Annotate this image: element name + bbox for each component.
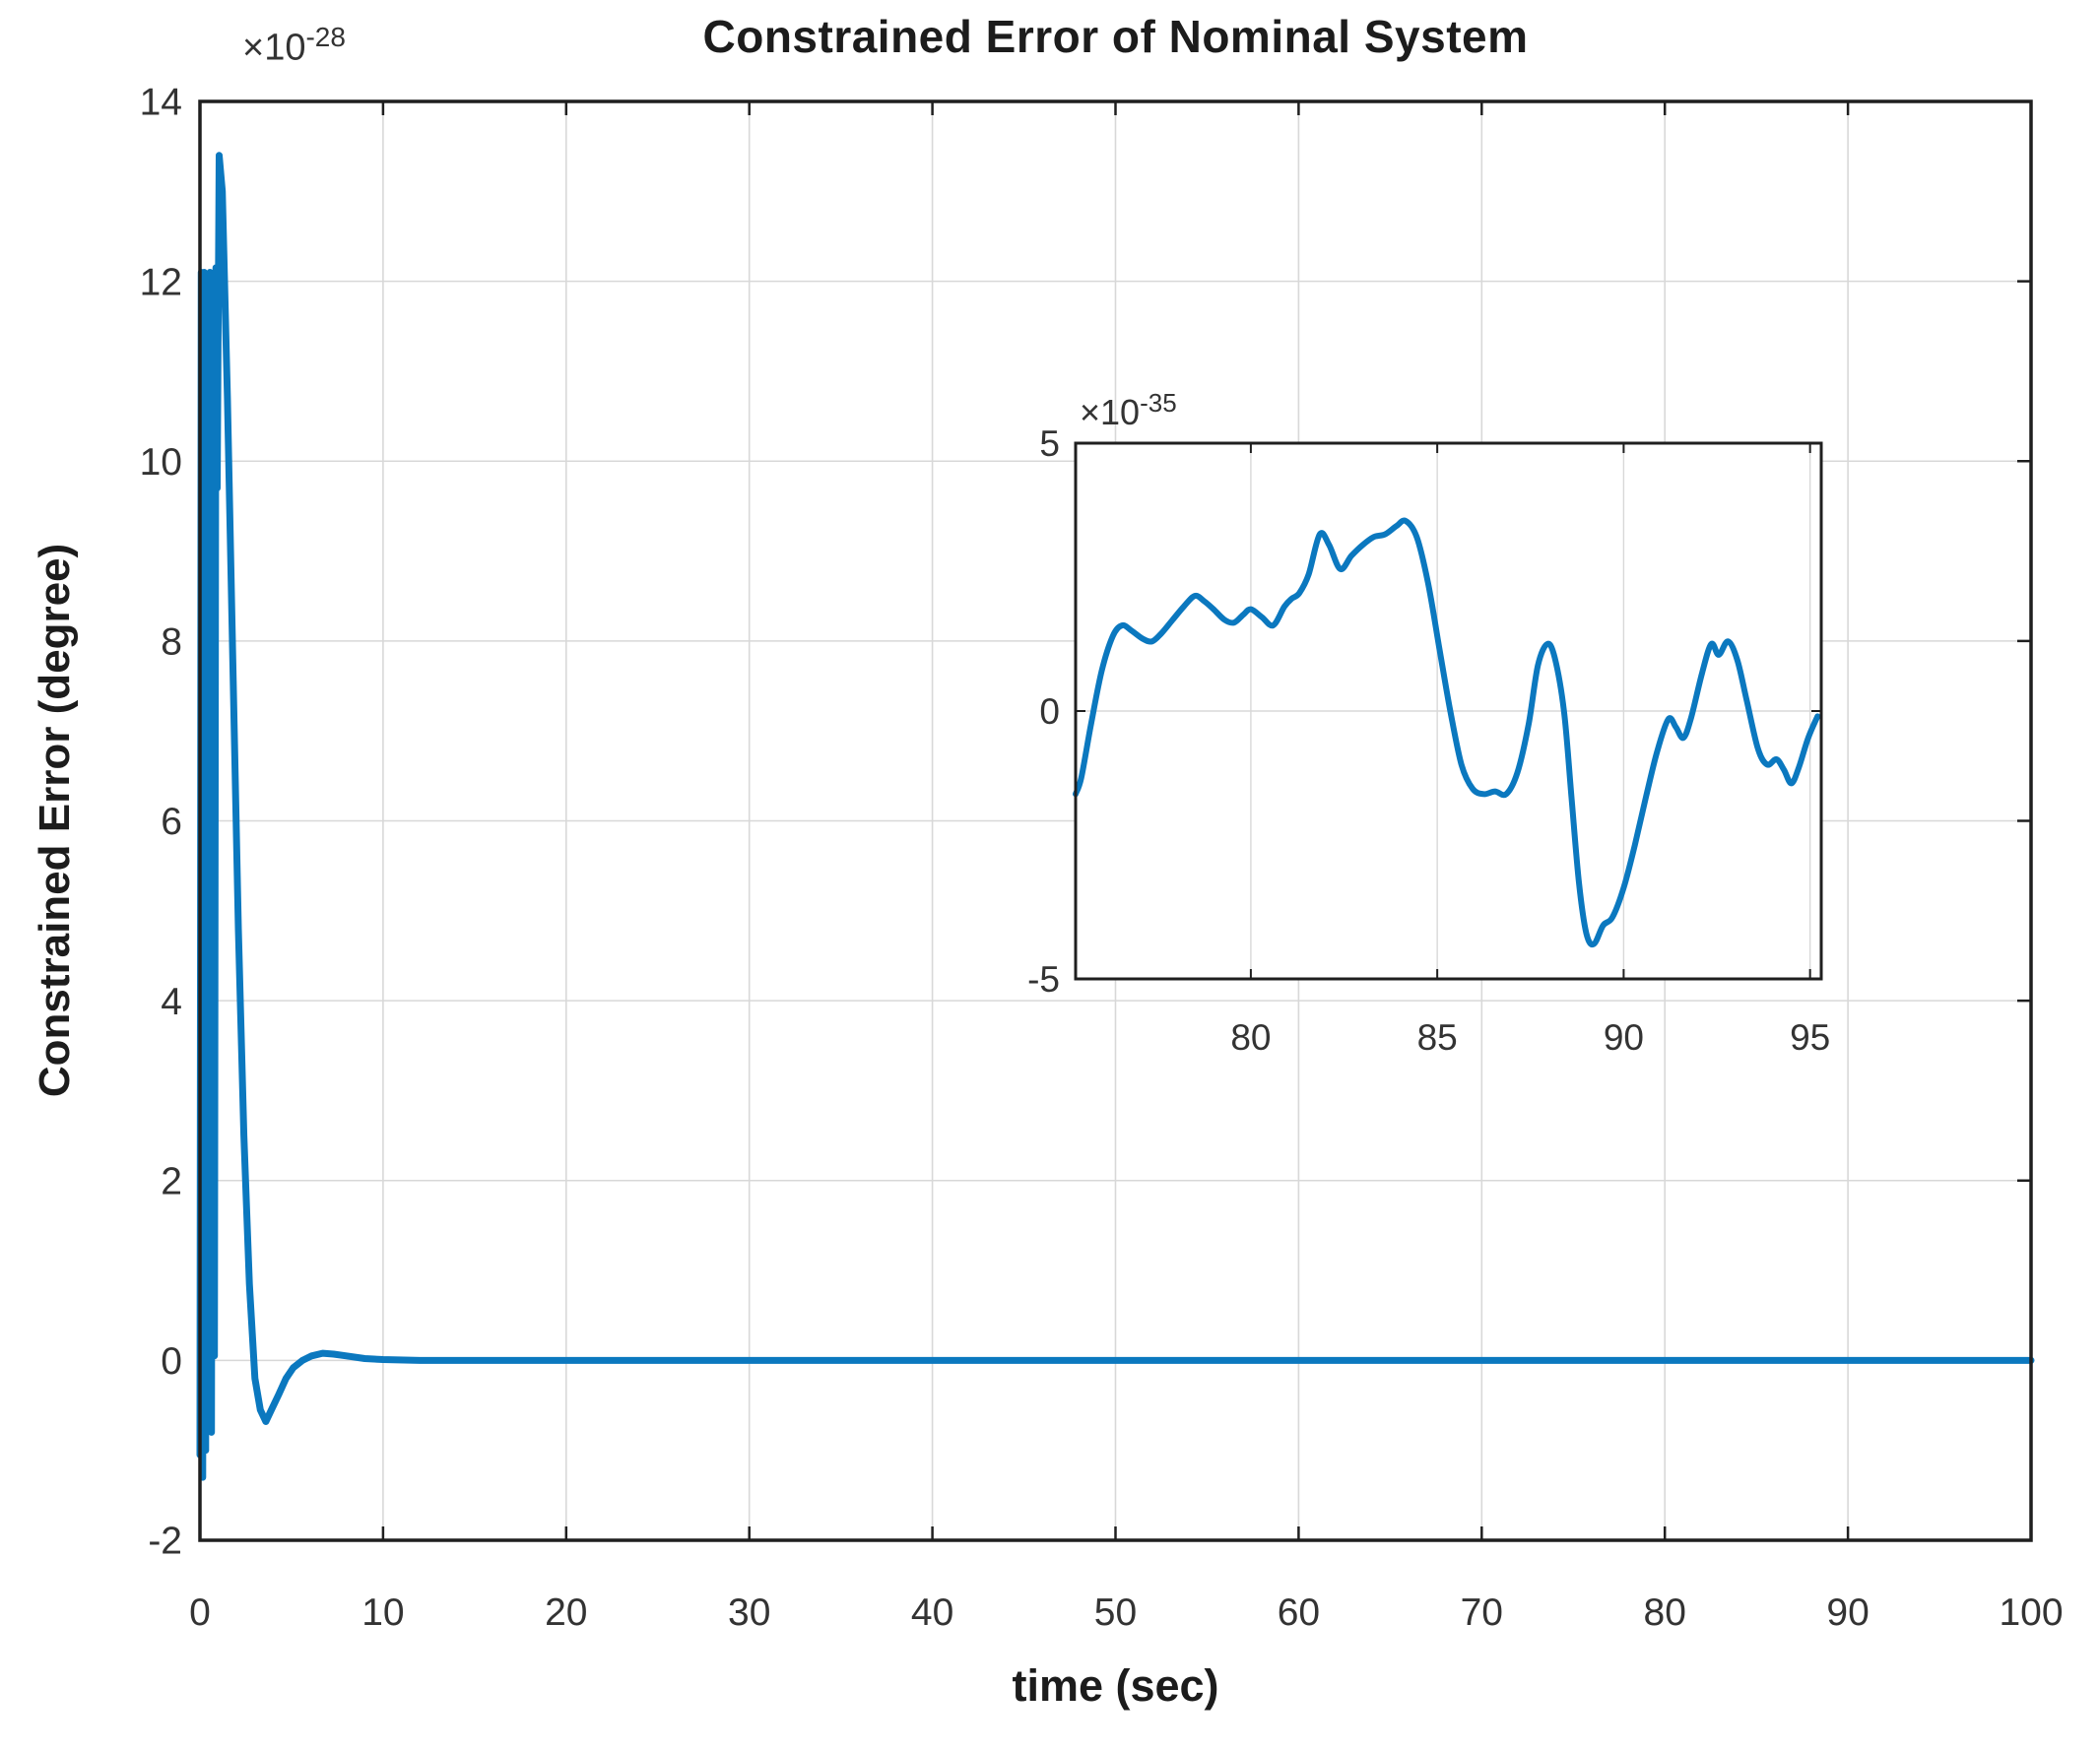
inset-x-tick-label: 90 [1604,1017,1644,1058]
main-y-tick-label: 8 [161,621,182,664]
inset-y-tick-label: 0 [1039,691,1060,732]
y-axis-exponent: ×10-28 [242,22,346,70]
main-x-tick-label: 50 [1094,1591,1137,1634]
main-series-line [196,152,2035,1481]
chart-title: Constrained Error of Nominal System [702,11,1529,62]
main-y-tick-label: 14 [140,82,182,124]
main-x-tick-label: 20 [545,1591,587,1634]
main-x-tick-label: 0 [189,1591,211,1634]
inset-axes-frame [1074,441,1823,981]
x-axis-label: time (sec) [1012,1660,1219,1711]
main-y-tick-label: 10 [140,441,182,484]
exponent-prefix: ×10 [242,27,306,69]
main-x-tick-label: 10 [361,1591,404,1634]
inset-y-axis-exponent: ×10-35 [1080,388,1177,433]
main-y-tick-label: 12 [140,261,182,303]
main-y-tick-label: -2 [148,1521,182,1563]
main-y-tick-label: 6 [161,801,182,843]
exponent-power: -28 [305,22,346,52]
main-y-tick-label: 2 [161,1160,182,1202]
inset-x-tick-label: 85 [1417,1017,1458,1058]
main-x-tick-label: 30 [728,1591,770,1634]
inset-exponent-prefix: ×10 [1080,392,1141,432]
main-x-tick-label: 40 [911,1591,953,1634]
inset-y-tick-label: 5 [1039,423,1060,464]
inset-x-tick-label: 80 [1230,1017,1271,1058]
main-y-tick-label: 4 [161,981,182,1023]
main-x-tick-label: 100 [1999,1591,2063,1634]
inset-exponent-power: -35 [1140,388,1177,418]
inset-series-line [1073,517,1821,947]
main-axes-frame [198,99,2033,1542]
main-x-tick-label: 60 [1278,1591,1320,1634]
inset-y-tick-label: -5 [1027,959,1060,1000]
inset-x-tick-label: 95 [1790,1017,1830,1058]
y-axis-label: Constrained Error (degree) [31,543,79,1098]
main-x-tick-label: 70 [1461,1591,1503,1634]
main-x-tick-label: 80 [1644,1591,1686,1634]
main-y-tick-label: 0 [161,1340,182,1383]
main-x-tick-label: 90 [1826,1591,1869,1634]
